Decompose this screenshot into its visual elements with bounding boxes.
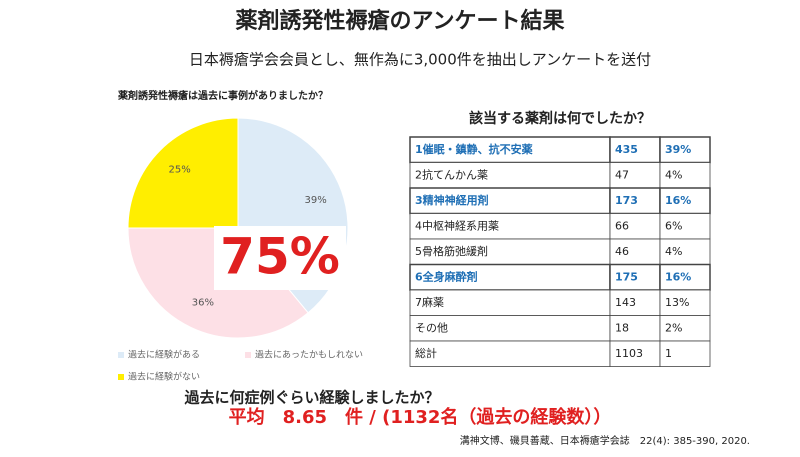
table-cell xyxy=(609,289,661,316)
table-cell xyxy=(659,315,711,342)
table-cell xyxy=(659,213,711,240)
legend-swatch xyxy=(118,352,124,358)
slice-label: 36% xyxy=(192,298,214,309)
table-cell xyxy=(409,238,611,265)
title: 薬剤誘発性褥瘡のアンケート結果 xyxy=(235,8,564,34)
cell-text: 16% xyxy=(665,194,691,207)
table-cell xyxy=(659,340,711,367)
legend-label: 過去にあったかもしれない xyxy=(255,349,363,361)
cell-text: 143 xyxy=(615,296,636,309)
cell-text: 1103 xyxy=(615,347,643,360)
cell-text: 4中枢神経系用薬 xyxy=(415,218,499,232)
table-cell xyxy=(659,263,711,291)
legend-label: 過去に経験がない xyxy=(128,371,200,383)
cell-text: 6% xyxy=(665,219,682,232)
pie-slice xyxy=(127,117,239,229)
annotation-box xyxy=(214,226,346,290)
table-cell xyxy=(609,136,661,164)
cell-text: 46 xyxy=(615,245,629,258)
cell-text: 47 xyxy=(615,168,629,181)
cell-text: 5骨格筋弛緩剤 xyxy=(415,244,488,258)
cell-text: 3精神神経用剤 xyxy=(415,193,489,207)
cell-text: 435 xyxy=(615,143,638,156)
cell-text: 16% xyxy=(665,270,691,283)
table-cell xyxy=(659,187,711,215)
cell-text: 13% xyxy=(665,296,689,309)
cell-text: 総計 xyxy=(415,346,437,360)
cell-text: 1 xyxy=(665,347,672,360)
slice-label: 25% xyxy=(169,165,191,176)
question: 過去に何症例ぐらい経験しましたか？ xyxy=(183,389,439,407)
slice-label: 39% xyxy=(305,195,327,206)
cell-text: 4% xyxy=(665,245,682,258)
table-cell xyxy=(409,289,611,316)
answer: 平均 8.65 件 / (1132名（過去の経験数）） xyxy=(229,406,612,428)
table-cell xyxy=(609,340,661,367)
table-cell xyxy=(409,213,611,240)
legend-swatch xyxy=(245,352,251,358)
table-cell xyxy=(609,238,661,265)
table-cell xyxy=(659,162,711,189)
cell-text: 2% xyxy=(665,321,682,334)
cell-text: 175 xyxy=(615,270,638,283)
table-cell xyxy=(609,162,661,189)
cell-text: 66 xyxy=(615,219,629,232)
legend-swatch xyxy=(118,374,124,380)
table-cell xyxy=(659,289,711,316)
cell-text: 4% xyxy=(665,168,682,181)
annotation: 75% xyxy=(220,228,340,286)
table-cell xyxy=(409,340,611,367)
cell-text: 6全身麻酔剤 xyxy=(415,269,478,283)
subtitle: 日本褥瘡学会会員とし、無作為に3,000件を抽出しアンケートを送付 xyxy=(189,51,651,69)
cell-text: 18 xyxy=(615,321,629,334)
cell-text: 173 xyxy=(615,194,638,207)
cell-text: その他 xyxy=(415,321,448,334)
table-cell xyxy=(659,238,711,265)
citation: 溝神文博、磯貝善蔵、日本褥瘡学会誌 22(4): 385-390, 2020. xyxy=(460,434,750,447)
cell-text: 39% xyxy=(665,143,691,156)
table-cell xyxy=(409,162,611,189)
cell-text: 2抗てんかん薬 xyxy=(415,167,488,181)
legend-label: 過去に経験がある xyxy=(128,349,200,361)
pie-title: 薬剤誘発性褥瘡は過去に事例がありましたか？ xyxy=(117,89,328,102)
table-title: 該当する薬剤は何でしたか？ xyxy=(469,110,651,127)
table-cell xyxy=(409,187,611,215)
cell-text: 7麻薬 xyxy=(415,295,444,309)
cell-text: 1催眠・鎮静、抗不安薬 xyxy=(415,142,534,156)
